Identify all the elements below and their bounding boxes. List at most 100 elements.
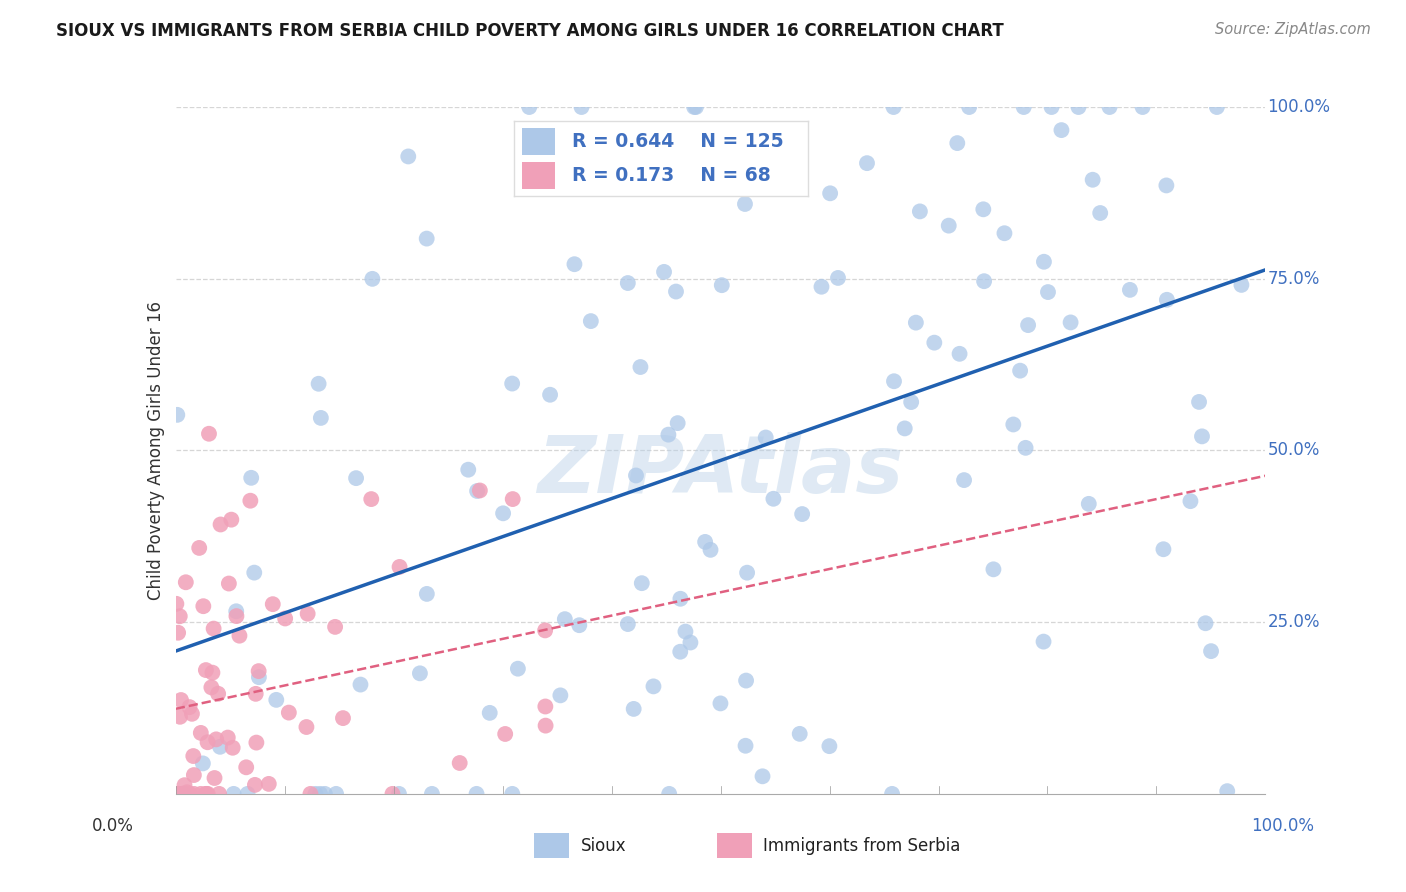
Point (735, 566, 758, 580)
Point (309, 787, 332, 801)
Point (502, 492, 524, 507)
Point (245, 736, 267, 750)
Point (202, 622, 225, 636)
Point (465, 787, 488, 801)
Point (699, 542, 721, 557)
Point (225, 609, 247, 624)
Point (176, 787, 198, 801)
Point (415, 231, 437, 245)
Point (734, 197, 756, 211)
Point (614, 134, 637, 148)
Point (197, 735, 219, 749)
Point (197, 787, 219, 801)
Point (571, 100, 593, 114)
Point (194, 787, 217, 801)
Point (194, 663, 217, 677)
Point (457, 463, 479, 477)
Point (818, 186, 841, 201)
Point (1012, 100, 1035, 114)
Point (325, 787, 347, 801)
Point (200, 681, 222, 695)
Text: SIOUX VS IMMIGRANTS FROM SERBIA CHILD POVERTY AMONG GIRLS UNDER 16 CORRELATION C: SIOUX VS IMMIGRANTS FROM SERBIA CHILD PO… (56, 22, 1004, 40)
Y-axis label: Child Poverty Among Girls Under 16: Child Poverty Among Girls Under 16 (146, 301, 165, 600)
Point (617, 276, 640, 290)
Point (170, 693, 193, 707)
Point (243, 566, 266, 580)
Point (236, 787, 259, 801)
Point (297, 607, 319, 621)
Point (946, 136, 969, 150)
Point (468, 483, 491, 498)
Point (904, 316, 927, 330)
Point (323, 620, 346, 634)
Bar (523, 128, 555, 155)
Point (550, 689, 572, 703)
Point (506, 662, 529, 676)
Point (243, 778, 266, 792)
Point (957, 100, 980, 114)
Point (1090, 206, 1112, 220)
Point (449, 756, 471, 770)
Point (792, 507, 814, 521)
Text: Sioux: Sioux (581, 837, 626, 855)
Point (349, 677, 371, 691)
Text: Immigrants from Serbia: Immigrants from Serbia (763, 837, 960, 855)
Point (225, 604, 247, 618)
Point (534, 699, 557, 714)
Point (277, 706, 299, 720)
Point (666, 416, 689, 430)
Point (314, 787, 336, 801)
Point (1180, 494, 1202, 508)
Point (880, 787, 903, 801)
Point (201, 665, 224, 680)
Point (396, 149, 419, 163)
Point (204, 771, 226, 785)
Point (176, 785, 198, 799)
Point (564, 257, 586, 271)
Point (195, 787, 218, 801)
Point (198, 426, 221, 441)
Point (624, 468, 647, 483)
Point (183, 768, 205, 782)
Point (299, 787, 322, 801)
Point (304, 787, 326, 801)
Point (1010, 364, 1032, 378)
Point (295, 720, 318, 734)
Point (266, 693, 288, 707)
Point (494, 727, 516, 741)
Point (1098, 100, 1121, 114)
Point (221, 740, 243, 755)
Text: R = 0.644    N = 125: R = 0.644 N = 125 (572, 132, 785, 151)
Point (181, 749, 204, 764)
Text: 100.0%: 100.0% (1251, 817, 1315, 835)
Point (222, 787, 245, 801)
Text: R = 0.173    N = 68: R = 0.173 N = 68 (572, 166, 770, 185)
Point (1199, 644, 1222, 658)
Point (679, 635, 702, 649)
Point (983, 562, 1005, 576)
Point (207, 687, 229, 701)
Point (169, 710, 191, 724)
Point (810, 279, 832, 293)
Point (1194, 616, 1216, 631)
Point (235, 760, 257, 774)
Point (734, 739, 756, 753)
Point (617, 617, 640, 632)
Point (1188, 395, 1211, 409)
Point (652, 265, 675, 279)
Point (643, 679, 665, 693)
Point (217, 731, 239, 745)
Point (1081, 173, 1104, 187)
Point (167, 787, 190, 801)
Point (170, 787, 193, 801)
Point (173, 787, 195, 801)
Point (165, 597, 187, 611)
Point (1032, 634, 1054, 648)
Point (344, 471, 367, 485)
Point (1050, 123, 1073, 137)
Point (973, 274, 995, 288)
Point (191, 756, 214, 771)
Point (900, 395, 922, 409)
Point (856, 156, 879, 170)
Point (1002, 417, 1025, 432)
